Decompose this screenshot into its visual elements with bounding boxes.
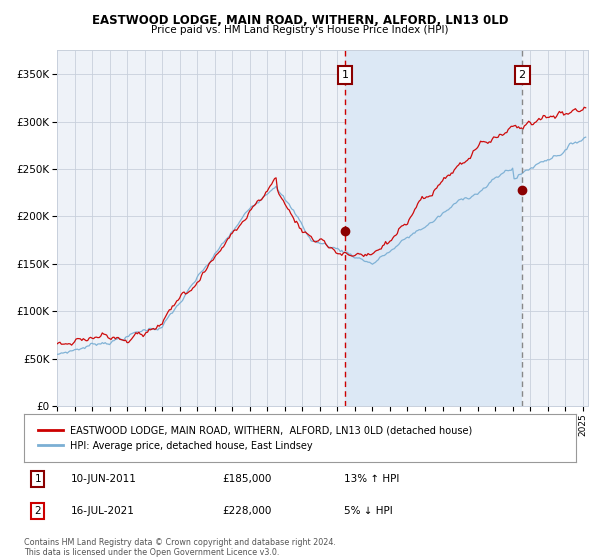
Text: Contains HM Land Registry data © Crown copyright and database right 2024.
This d: Contains HM Land Registry data © Crown c… (24, 538, 336, 557)
Legend: EASTWOOD LODGE, MAIN ROAD, WITHERN,  ALFORD, LN13 0LD (detached house), HPI: Ave: EASTWOOD LODGE, MAIN ROAD, WITHERN, ALFO… (34, 422, 476, 455)
Text: £185,000: £185,000 (223, 474, 272, 484)
Text: Price paid vs. HM Land Registry's House Price Index (HPI): Price paid vs. HM Land Registry's House … (151, 25, 449, 35)
Text: 1: 1 (341, 71, 349, 80)
Text: 13% ↑ HPI: 13% ↑ HPI (344, 474, 400, 484)
Text: 16-JUL-2021: 16-JUL-2021 (71, 506, 135, 516)
Bar (345, 50, 522, 406)
Text: 2: 2 (34, 506, 41, 516)
Text: £228,000: £228,000 (223, 506, 272, 516)
Text: EASTWOOD LODGE, MAIN ROAD, WITHERN, ALFORD, LN13 0LD: EASTWOOD LODGE, MAIN ROAD, WITHERN, ALFO… (92, 14, 508, 27)
Text: 1: 1 (34, 474, 41, 484)
Text: 2: 2 (518, 71, 526, 80)
Text: 5% ↓ HPI: 5% ↓ HPI (344, 506, 393, 516)
Text: 10-JUN-2011: 10-JUN-2011 (71, 474, 137, 484)
